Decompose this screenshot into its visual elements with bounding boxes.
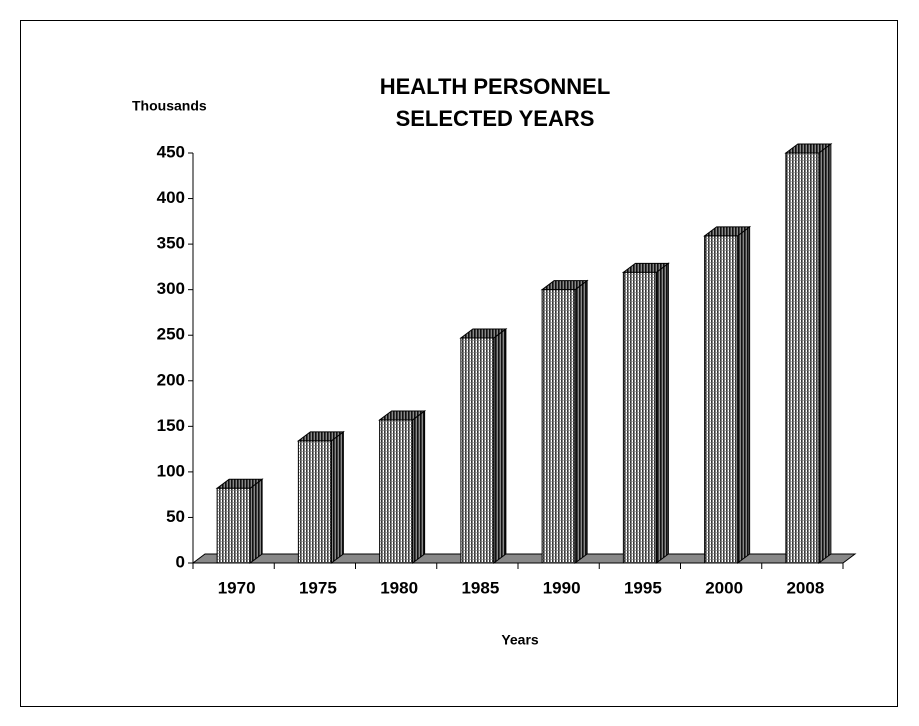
- y-tick-label: 200: [157, 370, 185, 389]
- bar: [621, 262, 670, 564]
- bar-front: [216, 487, 251, 564]
- bar-front: [785, 152, 820, 564]
- bar-front: [704, 235, 739, 564]
- bar-front: [541, 289, 576, 564]
- y-tick-label: 300: [157, 279, 185, 298]
- y-axis-title: Thousands: [132, 98, 207, 114]
- x-tick-label: 1970: [218, 578, 256, 597]
- bar-side: [574, 279, 588, 564]
- bar: [378, 409, 427, 564]
- y-tick-label: 450: [157, 142, 185, 161]
- x-tick-label: 1980: [380, 578, 418, 597]
- bar-front: [460, 337, 495, 564]
- bar-side: [412, 409, 426, 564]
- x-tick-label: 2008: [786, 578, 824, 597]
- frame: [20, 20, 898, 707]
- y-tick-label: 150: [157, 416, 185, 435]
- bar: [703, 225, 752, 564]
- x-tick-label: 1990: [543, 578, 581, 597]
- y-tick-label: 0: [176, 552, 185, 571]
- chart-title: SELECTED YEARS: [396, 106, 595, 131]
- bar-side: [818, 143, 832, 564]
- bar-side: [655, 262, 669, 564]
- x-tick-label: 1995: [624, 578, 662, 597]
- y-tick-label: 250: [157, 325, 185, 344]
- y-tick-label: 400: [157, 188, 185, 207]
- chart-title: HEALTH PERSONNEL: [380, 74, 611, 99]
- x-tick-label: 1975: [299, 578, 337, 597]
- bar-side: [493, 327, 507, 564]
- floor: [191, 553, 857, 564]
- bar-side: [249, 478, 263, 564]
- bar-side: [330, 430, 344, 564]
- bar-front: [297, 440, 332, 564]
- x-tick-label: 1985: [461, 578, 499, 597]
- bar: [296, 430, 345, 564]
- bar-front: [379, 419, 414, 564]
- x-tick-label: 2000: [705, 578, 743, 597]
- y-tick-label: 100: [157, 461, 185, 480]
- y-tick-label: 350: [157, 234, 185, 253]
- x-axis-title: Years: [501, 632, 539, 648]
- bar: [215, 478, 264, 564]
- bar: [784, 143, 833, 564]
- bar: [540, 279, 589, 564]
- y-tick-label: 50: [166, 507, 185, 526]
- bar-front: [622, 271, 657, 564]
- bar: [459, 327, 508, 564]
- bar-side: [737, 225, 751, 564]
